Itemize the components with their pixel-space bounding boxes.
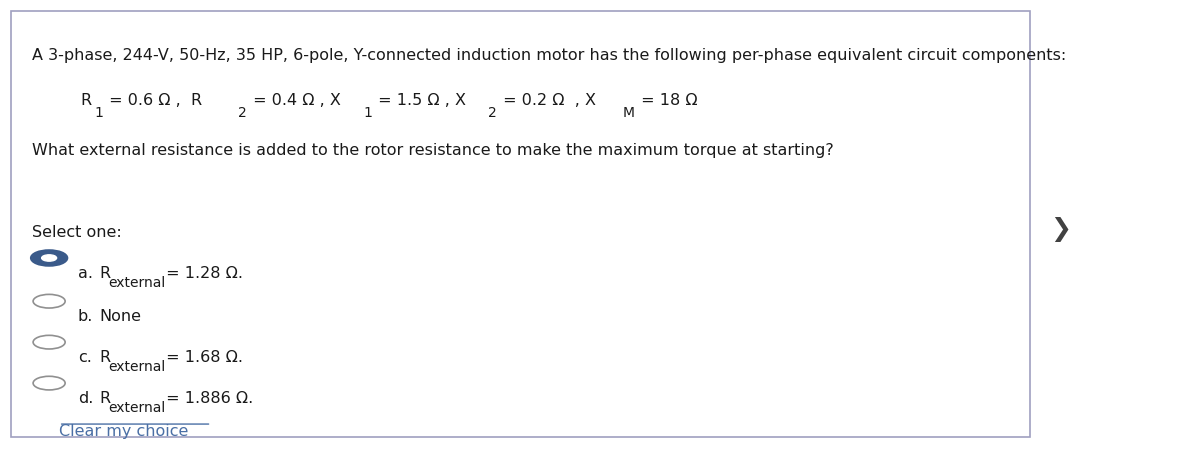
Text: a.: a. xyxy=(78,266,92,281)
Text: = 0.6 Ω ,  R: = 0.6 Ω , R xyxy=(103,93,202,108)
Text: c.: c. xyxy=(78,350,92,365)
Text: = 18 Ω: = 18 Ω xyxy=(636,93,698,108)
Text: = 1.68 Ω.: = 1.68 Ω. xyxy=(161,350,244,365)
Text: What external resistance is added to the rotor resistance to make the maximum to: What external resistance is added to the… xyxy=(32,143,834,158)
Circle shape xyxy=(42,255,56,261)
Text: ❮: ❮ xyxy=(1044,215,1066,240)
Text: R: R xyxy=(80,93,91,108)
Text: external: external xyxy=(108,401,166,415)
Text: d.: d. xyxy=(78,391,94,406)
Text: = 1.28 Ω.: = 1.28 Ω. xyxy=(161,266,244,281)
Text: M: M xyxy=(623,106,635,120)
Text: = 0.2 Ω  , X: = 0.2 Ω , X xyxy=(498,93,595,108)
Text: = 0.4 Ω , X: = 0.4 Ω , X xyxy=(247,93,341,108)
Text: A 3-phase, 244-V, 50-Hz, 35 HP, 6-pole, Y-connected induction motor has the foll: A 3-phase, 244-V, 50-Hz, 35 HP, 6-pole, … xyxy=(32,48,1067,63)
Text: b.: b. xyxy=(78,309,94,324)
Text: external: external xyxy=(108,276,166,290)
Circle shape xyxy=(32,251,66,265)
Text: R: R xyxy=(100,266,110,281)
Text: 2: 2 xyxy=(488,106,497,120)
Text: 1: 1 xyxy=(364,106,372,120)
Text: = 1.5 Ω , X: = 1.5 Ω , X xyxy=(373,93,466,108)
Text: = 1.886 Ω.: = 1.886 Ω. xyxy=(161,391,253,406)
Text: 2: 2 xyxy=(238,106,247,120)
Text: R: R xyxy=(100,350,110,365)
Text: R: R xyxy=(100,391,110,406)
Text: external: external xyxy=(108,360,166,374)
Text: 1: 1 xyxy=(94,106,103,120)
Text: Select one:: Select one: xyxy=(32,225,121,240)
FancyBboxPatch shape xyxy=(11,11,1031,437)
Text: Clear my choice: Clear my choice xyxy=(59,424,188,439)
Text: None: None xyxy=(100,309,142,324)
